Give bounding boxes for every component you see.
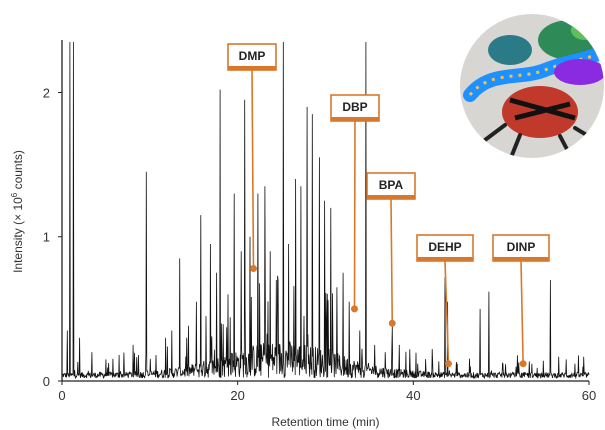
- compound-annotations: DMP DBP BPA DEHP DINP: [227, 43, 550, 368]
- annotation-box: [416, 234, 474, 262]
- y-axis-label-main: Intensity (× 10: [11, 197, 25, 273]
- annotation-box: [366, 172, 416, 200]
- annotation-dot: [388, 319, 396, 327]
- x-tick-label: 0: [58, 388, 65, 403]
- x-tick-label: 40: [406, 388, 420, 403]
- annotation-dbp: DBP: [330, 94, 380, 313]
- annotation-label: DMP: [239, 49, 266, 63]
- teal-frog-shape: [488, 35, 532, 65]
- y-axis-label-exponent: 6: [10, 192, 19, 197]
- x-tick-label: 60: [582, 388, 596, 403]
- annotation-dot: [519, 360, 527, 368]
- annotation-leader-line: [520, 260, 524, 364]
- annotation-box-underline: [417, 257, 473, 261]
- toy-frogs-photo: [460, 14, 604, 158]
- annotation-leader-line: [390, 198, 394, 324]
- annotation-box: [330, 94, 380, 122]
- annotation-label: DEHP: [428, 240, 461, 254]
- annotation-dot: [444, 360, 452, 368]
- annotation-box-underline: [493, 257, 549, 261]
- axis-ticks: 0 20 40 60 0 1 2: [43, 85, 596, 403]
- annotation-dmp: DMP: [227, 43, 277, 272]
- plot-area: [61, 41, 590, 380]
- annotation-dot: [350, 305, 358, 313]
- chromatogram-trace: [61, 41, 590, 380]
- annotation-box-underline: [331, 117, 379, 121]
- y-tick-label: 2: [43, 85, 50, 100]
- annotation-box: [492, 234, 550, 262]
- annotation-label: DINP: [507, 240, 536, 254]
- y-tick-label: 0: [43, 374, 50, 389]
- x-tick-label: 20: [230, 388, 244, 403]
- annotation-label: DBP: [342, 100, 367, 114]
- annotation-label: BPA: [379, 178, 404, 192]
- annotation-box-underline: [367, 195, 415, 199]
- y-axis-label-unit: counts): [11, 150, 25, 193]
- x-axis-label: Retention time (min): [271, 415, 379, 429]
- annotation-leader-line: [353, 120, 356, 309]
- annotation-dinp: DINP: [492, 234, 550, 368]
- annotation-leader-line: [444, 260, 450, 364]
- annotation-box-underline: [228, 66, 276, 70]
- annotation-bpa: BPA: [366, 172, 416, 327]
- annotation-leader-line: [251, 69, 255, 269]
- purple-frog-shape: [554, 59, 604, 85]
- y-tick-label: 1: [43, 230, 50, 245]
- y-axis-label: Intensity (× 106 counts): [10, 150, 25, 273]
- annotation-dot: [249, 264, 257, 272]
- annotation-dehp: DEHP: [416, 234, 474, 368]
